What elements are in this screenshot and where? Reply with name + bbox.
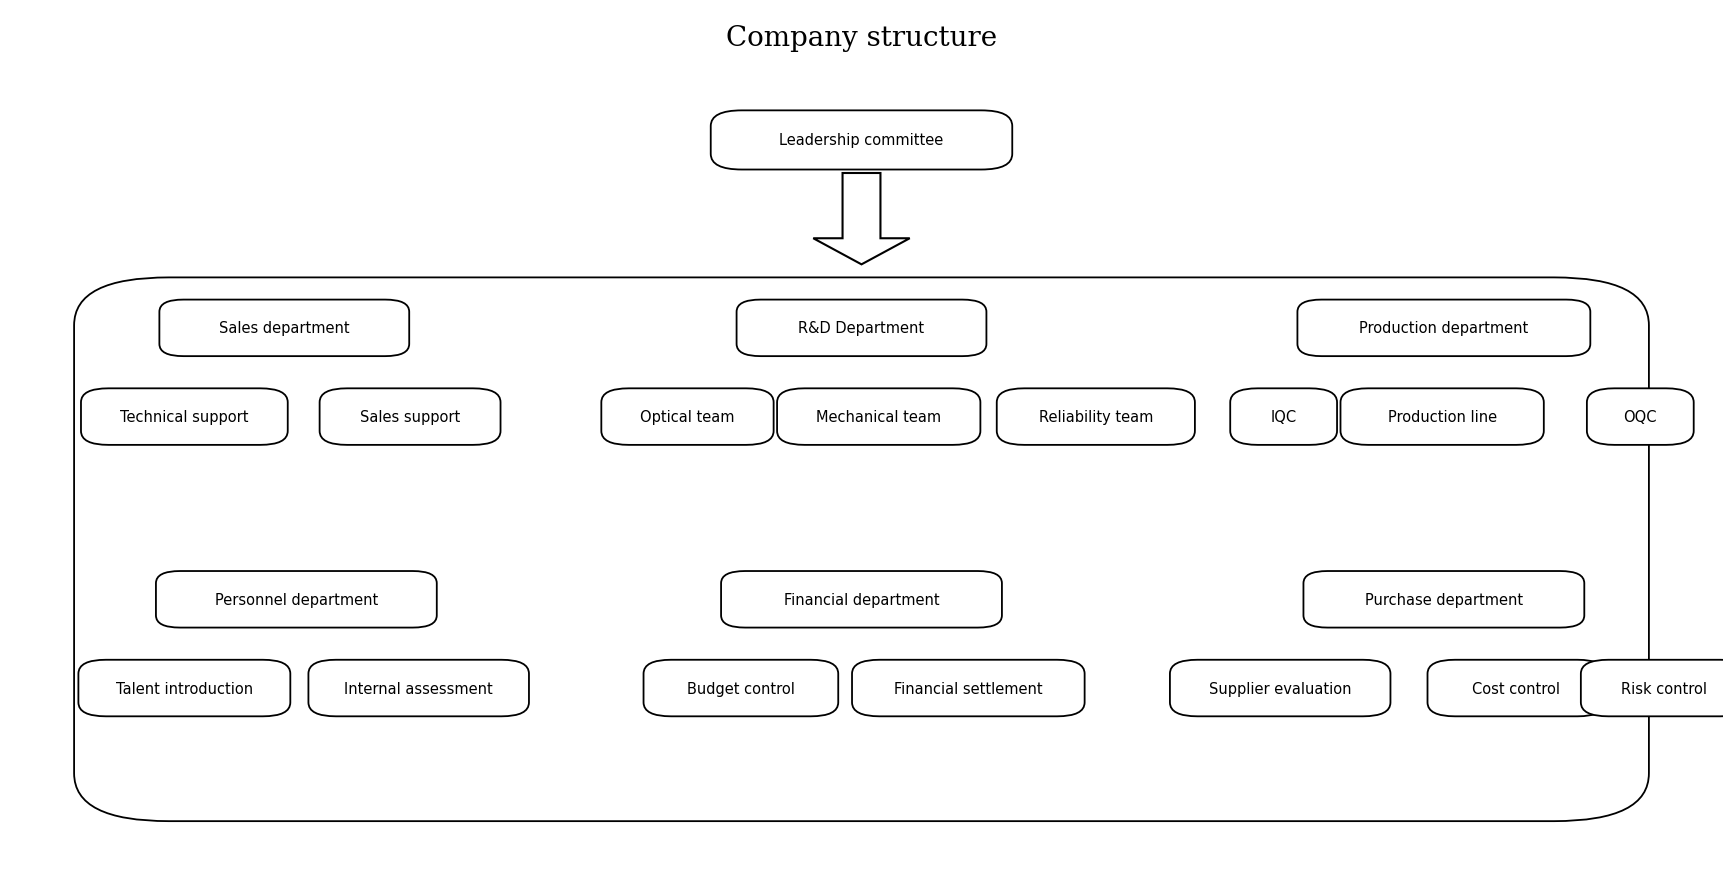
FancyBboxPatch shape	[81, 389, 288, 445]
Text: Risk control: Risk control	[1621, 680, 1707, 696]
FancyBboxPatch shape	[720, 572, 1003, 627]
Text: Production department: Production department	[1359, 321, 1528, 336]
Text: Reliability team: Reliability team	[1039, 409, 1153, 425]
FancyBboxPatch shape	[74, 278, 1649, 821]
Text: Mechanical team: Mechanical team	[817, 409, 941, 425]
Text: R&D Department: R&D Department	[798, 321, 925, 336]
FancyBboxPatch shape	[79, 660, 289, 716]
FancyBboxPatch shape	[308, 660, 529, 716]
Text: Leadership committee: Leadership committee	[779, 133, 944, 149]
FancyBboxPatch shape	[737, 300, 986, 356]
Text: Personnel department: Personnel department	[215, 592, 377, 607]
Text: Sales support: Sales support	[360, 409, 460, 425]
FancyBboxPatch shape	[1587, 389, 1694, 445]
Text: Purchase department: Purchase department	[1365, 592, 1523, 607]
Text: Financial settlement: Financial settlement	[894, 680, 1042, 696]
Text: OQC: OQC	[1623, 409, 1658, 425]
Text: Optical team: Optical team	[641, 409, 734, 425]
Text: IQC: IQC	[1270, 409, 1297, 425]
FancyBboxPatch shape	[853, 660, 1085, 716]
FancyBboxPatch shape	[1582, 660, 1723, 716]
Text: Budget control: Budget control	[687, 680, 794, 696]
Text: Financial department: Financial department	[784, 592, 939, 607]
Text: Sales department: Sales department	[219, 321, 350, 336]
Text: Supplier evaluation: Supplier evaluation	[1210, 680, 1351, 696]
Text: Company structure: Company structure	[725, 24, 998, 52]
FancyBboxPatch shape	[320, 389, 500, 445]
FancyBboxPatch shape	[1340, 389, 1544, 445]
FancyBboxPatch shape	[1427, 660, 1606, 716]
Polygon shape	[813, 174, 910, 265]
Text: Talent introduction: Talent introduction	[115, 680, 253, 696]
FancyBboxPatch shape	[710, 111, 1011, 170]
FancyBboxPatch shape	[996, 389, 1196, 445]
FancyBboxPatch shape	[160, 300, 410, 356]
Text: Cost control: Cost control	[1471, 680, 1561, 696]
FancyBboxPatch shape	[1303, 572, 1585, 627]
FancyBboxPatch shape	[1297, 300, 1590, 356]
FancyBboxPatch shape	[1230, 389, 1337, 445]
Text: Internal assessment: Internal assessment	[345, 680, 493, 696]
FancyBboxPatch shape	[1170, 660, 1390, 716]
FancyBboxPatch shape	[777, 389, 980, 445]
FancyBboxPatch shape	[601, 389, 774, 445]
Text: Production line: Production line	[1387, 409, 1497, 425]
Text: Technical support: Technical support	[121, 409, 248, 425]
FancyBboxPatch shape	[155, 572, 438, 627]
FancyBboxPatch shape	[644, 660, 837, 716]
